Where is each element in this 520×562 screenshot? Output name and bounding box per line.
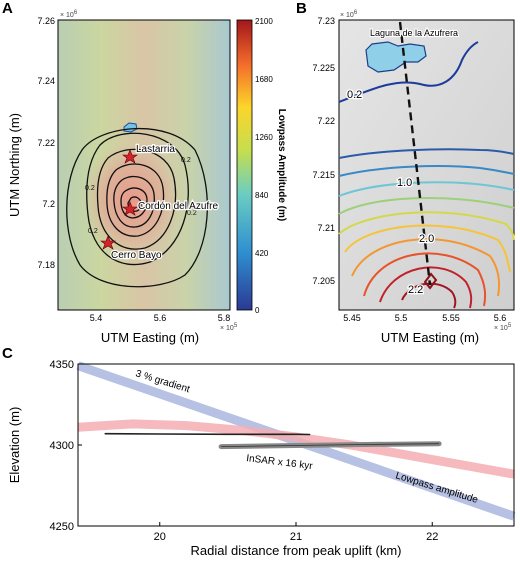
colorbar: 2100 1680 1260 840 420 0 Lowpass Amplitu… xyxy=(236,17,287,315)
panel-b-lake-label: Laguna de la Azufrera xyxy=(370,28,458,38)
cerro-bayo-star xyxy=(100,235,116,250)
colorbar-tick: 1260 xyxy=(255,133,273,142)
panel-a-ylabel: UTM Northing (m) xyxy=(7,113,22,217)
cordon-del-azufre-label: Cordón del Azufre xyxy=(138,201,218,212)
lowpass-annotation: Lowpass amplitude xyxy=(394,470,480,506)
cordon-del-azufre-star xyxy=(122,201,138,216)
svg-text:0.2: 0.2 xyxy=(187,210,197,217)
panel-a-x-exponent: × 105 xyxy=(220,323,238,332)
colorbar-tick: 1680 xyxy=(255,75,273,84)
panel-a-map: 0.2 0.2 0.2 0.2 Lastarria Cordón del Azu… xyxy=(7,10,238,345)
panel-b-lake xyxy=(365,41,427,73)
panel-letter-a: A xyxy=(2,0,13,17)
panel-b-ytick: 7.205 xyxy=(312,276,335,286)
panel-b-ytick: 7.22 xyxy=(317,116,335,126)
svg-text:0.2: 0.2 xyxy=(88,228,98,235)
panel-b-xtick: 5.5 xyxy=(395,313,408,323)
panel-c-series xyxy=(76,361,516,521)
panel-a-uplift-zone xyxy=(82,140,182,260)
panel-b-map: 0.2 1.0 2.0 2.2 Laguna de la Azufrera 7.… xyxy=(312,10,515,345)
panel-b-y-exponent: × 106 xyxy=(340,10,358,19)
colorbar-tick: 0 xyxy=(255,306,260,315)
panel-letter-c: C xyxy=(2,345,13,362)
panel-a-ytick: 7.24 xyxy=(37,76,55,86)
panel-b-contour-label: 2.2 xyxy=(408,284,423,296)
panel-c-xlabel: Radial distance from peak uplift (km) xyxy=(191,543,402,558)
panel-b-contour-label: 2.0 xyxy=(419,233,434,245)
panel-b-ytick: 7.21 xyxy=(317,223,335,233)
y-tick-label: 4350 xyxy=(50,359,74,371)
y-tick-label: 4300 xyxy=(50,440,74,452)
insar-outline xyxy=(221,443,440,447)
colorbar-gradient xyxy=(236,19,253,311)
x-tick-label: 20 xyxy=(154,531,166,543)
panel-b-contour-label: 1.0 xyxy=(397,177,412,189)
panel-b-contour-label: 0.2 xyxy=(347,89,362,101)
panel-a-xtick: 5.6 xyxy=(154,313,167,323)
series-line-1 xyxy=(77,419,515,479)
panel-b-profile-line xyxy=(398,21,432,286)
colorbar-tick: 2100 xyxy=(255,17,273,26)
svg-text:0.2: 0.2 xyxy=(85,185,95,192)
panel-a-ytick: 7.2 xyxy=(42,199,55,209)
colorbar-label: Lowpass Amplitude (m) xyxy=(276,109,287,221)
colorbar-tick: 420 xyxy=(255,249,269,258)
panel-b-contours xyxy=(338,41,515,309)
panel-a-contours xyxy=(66,127,208,288)
panel-b-ytick: 7.215 xyxy=(312,170,335,180)
x-tick-label: 21 xyxy=(290,531,302,543)
panel-b-xtick: 5.6 xyxy=(494,313,507,323)
panel-letter-b: B xyxy=(296,0,307,17)
x-tick-label: 22 xyxy=(426,531,438,543)
y-tick-label: 4250 xyxy=(50,521,74,533)
panel-b-xlabel: UTM Easting (m) xyxy=(381,330,479,345)
colorbar-tick: 840 xyxy=(255,191,269,200)
cerro-bayo-label: Cerro Bayo xyxy=(111,250,162,261)
svg-text:0.2: 0.2 xyxy=(181,157,191,164)
panel-a-contour-labels: 0.2 0.2 0.2 0.2 xyxy=(85,157,197,235)
panel-a-ytick: 7.22 xyxy=(37,138,55,148)
panel-a-ytick: 7.26 xyxy=(37,16,55,26)
panel-b-xtick: 5.55 xyxy=(442,313,460,323)
series-line-3 xyxy=(104,432,311,436)
panel-b-x-exponent: × 105 xyxy=(494,323,512,332)
panel-c-ticks: 20 21 22 4250 4300 4350 xyxy=(50,359,439,543)
panel-b-background xyxy=(338,19,515,311)
panel-a-xlabel: UTM Easting (m) xyxy=(101,330,199,345)
lastarria-star xyxy=(122,149,138,164)
panel-b-ytick: 7.225 xyxy=(312,63,335,73)
lastarria-label: Lastarria xyxy=(136,144,175,155)
panel-b-ytick: 7.23 xyxy=(317,16,335,26)
insar-annotation: InSAR x 16 kyr xyxy=(246,453,314,472)
panel-c-ylabel: Elevation (m) xyxy=(7,407,22,484)
panel-b-xtick: 5.45 xyxy=(343,313,361,323)
panel-a-xtick: 5.4 xyxy=(90,313,103,323)
panel-a-ytick: 7.18 xyxy=(37,260,55,270)
panel-a-xtick: 5.8 xyxy=(218,313,231,323)
panel-a-y-exponent: × 106 xyxy=(60,10,78,19)
